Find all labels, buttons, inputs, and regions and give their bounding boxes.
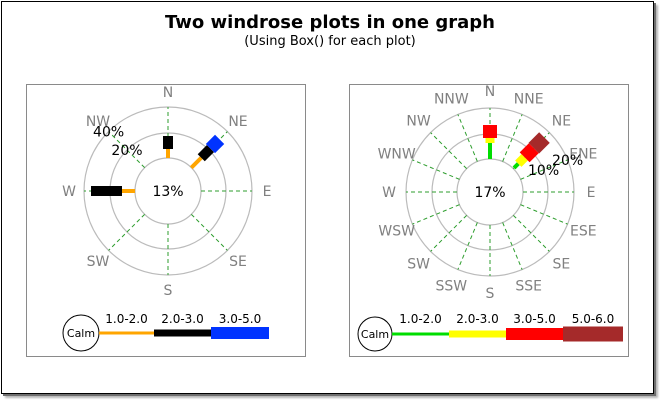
legend-swatch — [563, 326, 623, 342]
direction-label: ENE — [569, 146, 597, 162]
wind-bar-segment — [519, 143, 539, 163]
direction-label: ESE — [570, 224, 597, 240]
direction-label: WNW — [378, 146, 416, 162]
left-windrose-panel: N NE E SE S SW W NW 20% 40% 13% Calm 1.0-2.0 2.0-3.0 3… — [26, 84, 306, 357]
calm-percent-label: 17% — [474, 185, 505, 201]
direction-label: SE — [553, 256, 571, 272]
direction-label: W — [382, 185, 396, 201]
spoke-line — [430, 132, 468, 170]
spoke-line — [430, 214, 468, 252]
legend-swatch — [449, 330, 506, 338]
spoke-line — [412, 159, 460, 180]
wind-bar-W — [91, 186, 135, 196]
legend-swatch — [506, 328, 563, 340]
wind-bar-NE — [189, 134, 225, 170]
right-windrose: N NNENEENEEESESESSESSSWSWWSWWWNWNWNNW10%2… — [357, 84, 623, 352]
ring-percent-label: 20% — [111, 143, 142, 159]
wind-bar-segment — [197, 145, 214, 162]
page-title: Two windrose plots in one graph — [164, 12, 495, 33]
wind-bar-segment — [122, 189, 135, 193]
direction-label: WSW — [378, 224, 415, 240]
legend-calm-label: Calm — [361, 328, 389, 341]
legend-swatch — [154, 329, 211, 337]
ring-percent-label: 10% — [528, 163, 559, 179]
spoke-line — [520, 204, 568, 225]
direction-label: NE — [228, 114, 247, 130]
direction-label: S — [486, 286, 495, 302]
legend-swatch — [211, 327, 269, 339]
direction-label: NE — [552, 114, 571, 130]
wind-bar-segment — [91, 186, 122, 196]
wind-bar-N — [483, 125, 497, 159]
direction-label: NW — [406, 114, 430, 130]
spoke-line — [520, 159, 568, 180]
direction-label: NNW — [434, 92, 469, 108]
direction-label: E — [263, 184, 272, 200]
direction-label: W — [62, 184, 76, 200]
ring-percent-label: 20% — [552, 153, 583, 169]
wind-bar-segment — [189, 156, 203, 170]
legend-bin-label: 2.0-3.0 — [161, 312, 204, 326]
direction-label: SSW — [436, 278, 468, 294]
direction-label: NNE — [514, 92, 544, 108]
direction-label: SW — [407, 256, 430, 272]
legend-bin-label: 1.0-2.0 — [105, 312, 148, 326]
wind-bar-segment — [512, 162, 520, 170]
legend-bin-label: 3.0-5.0 — [513, 312, 556, 326]
direction-label: E — [587, 185, 596, 201]
spoke-line — [502, 222, 523, 270]
direction-label: SSE — [515, 278, 542, 294]
spoke-line — [412, 204, 460, 225]
page-subtitle: (Using Box() for each plot) — [244, 34, 416, 49]
direction-label: S — [164, 283, 173, 299]
wind-bar-segment — [528, 132, 550, 154]
direction-label: SE — [229, 254, 247, 270]
legend-bin-label: 1.0-2.0 — [399, 312, 442, 326]
spoke-line — [457, 222, 478, 270]
wind-bar-segment — [205, 134, 225, 154]
legend-calm-label: Calm — [67, 327, 95, 340]
spoke-line — [108, 131, 146, 169]
legend-bin-label: 5.0-6.0 — [572, 312, 615, 326]
right-windrose-panel: N NNE NE ENE E ESE SE SSE S SSW SW WSW W WNW NW NNW 10% 2… — [349, 84, 629, 357]
wind-bar-segment — [488, 143, 492, 159]
direction-label: N — [485, 85, 495, 100]
spoke-line — [190, 213, 228, 251]
direction-label: SW — [87, 254, 110, 270]
legend-bin-label: 2.0-3.0 — [456, 312, 499, 326]
spoke-line — [512, 214, 550, 252]
calm-percent-label: 13% — [152, 184, 183, 200]
legend-bin-label: 3.0-5.0 — [219, 312, 262, 326]
spoke-line — [502, 114, 523, 162]
legend-swatch — [392, 332, 449, 336]
wind-bar-segment — [163, 136, 173, 149]
wind-bar-segment — [166, 149, 170, 158]
spoke-line — [108, 213, 146, 251]
direction-label: N — [163, 85, 173, 101]
wind-bar-segment — [483, 125, 497, 138]
wind-bar-segment — [485, 138, 495, 143]
wind-bar-N — [163, 136, 173, 158]
direction-label: NW — [86, 114, 110, 130]
legend-swatch — [99, 331, 154, 335]
ring-percent-label: 40% — [93, 125, 124, 141]
spoke-line — [457, 114, 478, 162]
